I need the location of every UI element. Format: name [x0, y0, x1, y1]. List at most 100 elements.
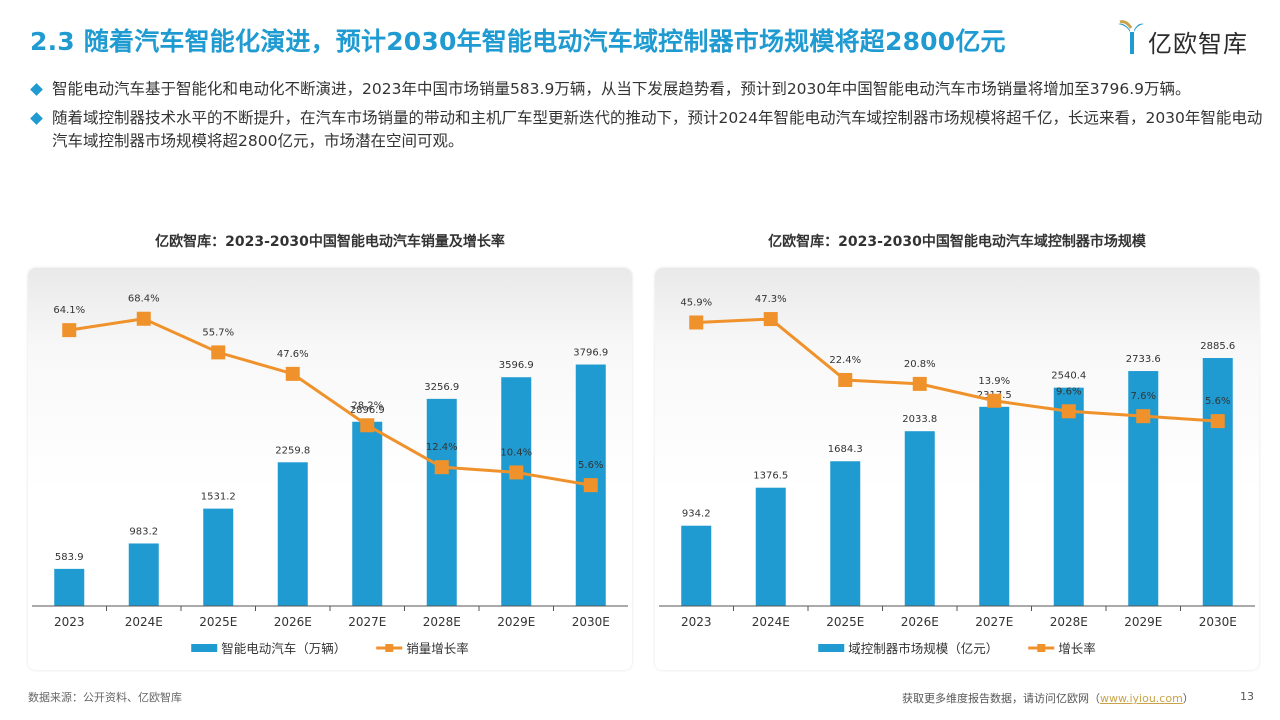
bar-value-label: 934.2	[682, 509, 711, 520]
chart-market-svg: 934.21376.51684.32033.82317.52540.42733.…	[659, 294, 1255, 656]
bar	[128, 543, 159, 606]
growth-rate-marker	[509, 465, 524, 480]
page-title: 2.3 随着汽车智能化演进，预计2030年智能电动汽车域控制器市场规模将超280…	[30, 27, 1006, 56]
bar-value-label: 3796.9	[573, 348, 608, 359]
page-number: 13	[1240, 690, 1254, 703]
growth-rate-label: 5.6%	[578, 460, 603, 471]
growth-rate-marker	[912, 376, 927, 391]
growth-rate-label: 47.3%	[755, 294, 787, 305]
growth-rate-marker	[62, 323, 77, 338]
growth-rate-label: 12.4%	[426, 442, 458, 453]
summary-bullets: 智能电动汽车基于智能化和电动化不断演进，2023年中国市场销量583.9万辆，从…	[28, 78, 1264, 159]
bar-value-label: 2033.8	[902, 414, 937, 425]
growth-rate-marker	[1061, 404, 1076, 419]
growth-rate-line	[69, 317, 592, 487]
growth-rate-marker	[987, 393, 1002, 408]
bar-value-label: 2896.9	[350, 405, 385, 416]
growth-rate-marker	[763, 312, 778, 327]
x-tick-label: 2024E	[752, 615, 790, 629]
bullet-text: 智能电动汽车基于智能化和电动化不断演进，2023年中国市场销量583.9万辆，从…	[52, 80, 1191, 98]
x-tick-label: 2028E	[423, 615, 461, 629]
growth-rate-marker	[360, 418, 375, 433]
bar	[277, 462, 308, 606]
growth-rate-label: 10.4%	[500, 447, 532, 458]
growth-rate-label: 5.6%	[1205, 396, 1230, 407]
bar	[1053, 387, 1084, 606]
growth-rate-marker	[211, 345, 226, 360]
growth-rate-marker	[136, 311, 151, 326]
diamond-bullet-icon	[30, 112, 43, 125]
legend-bar-label: 智能电动汽车（万辆）	[221, 641, 346, 656]
bar	[979, 406, 1010, 606]
growth-rate-marker	[583, 478, 598, 493]
bar-value-label: 3596.9	[499, 360, 534, 371]
x-tick-label: 2025E	[199, 615, 237, 629]
bar-value-label: 1684.3	[828, 444, 863, 455]
company-logo: 亿欧智库	[1116, 18, 1256, 58]
x-tick-label: 2023	[54, 615, 85, 629]
growth-rate-marker	[285, 366, 300, 381]
bar	[1202, 357, 1233, 606]
legend-bar-swatch	[818, 644, 845, 652]
legend-line-label: 销量增长率	[406, 641, 469, 656]
bar	[203, 508, 234, 606]
growth-rate-label: 20.8%	[904, 359, 936, 370]
x-tick-label: 2025E	[826, 615, 864, 629]
legend-line-label: 增长率	[1058, 641, 1096, 656]
bar	[755, 487, 786, 606]
bar	[352, 421, 383, 606]
bar	[54, 568, 85, 606]
footer-note: 获取更多维度报告数据，请访问亿欧网（www.iyiou.com）	[902, 690, 1194, 706]
x-tick-label: 2027E	[348, 615, 386, 629]
x-tick-label: 2030E	[572, 615, 610, 629]
growth-rate-label: 7.6%	[1131, 391, 1156, 402]
growth-rate-label: 45.9%	[680, 297, 712, 308]
bullet-text: 随着域控制器技术水平的不断提升，在汽车市场销量的带动和主机厂车型更新迭代的推动下…	[52, 109, 1263, 150]
growth-rate-line	[696, 317, 1218, 423]
growth-rate-marker	[689, 315, 704, 330]
bar-value-label: 583.9	[55, 552, 84, 563]
growth-rate-label: 9.6%	[1056, 386, 1081, 397]
bar-value-label: 1376.5	[753, 471, 788, 482]
growth-rate-label: 68.4%	[128, 294, 160, 305]
bar-value-label: 2885.6	[1200, 341, 1235, 352]
growth-rate-marker	[1210, 414, 1225, 429]
x-tick-label: 2029E	[1124, 615, 1162, 629]
growth-rate-marker	[434, 460, 449, 475]
bar	[426, 398, 457, 606]
legend-bar-label: 域控制器市场规模（亿元）	[848, 641, 998, 656]
website-link[interactable]: www.iyiou.com	[1100, 692, 1183, 705]
bar-value-label: 2259.8	[275, 445, 310, 456]
bar-value-label: 3256.9	[424, 382, 459, 393]
x-tick-label: 2026E	[274, 615, 312, 629]
bar	[1128, 371, 1159, 606]
x-tick-label: 2024E	[125, 615, 163, 629]
bar-value-label: 1531.2	[201, 492, 236, 503]
legend-line-marker	[385, 644, 394, 652]
bar-value-label: 2733.6	[1126, 354, 1161, 365]
x-tick-label: 2028E	[1050, 615, 1088, 629]
growth-rate-marker	[1136, 409, 1151, 424]
logo-mark-icon	[1118, 20, 1144, 54]
legend-line-marker	[1037, 644, 1046, 652]
chart-title-market: 亿欧智库：2023-2030中国智能电动汽车域控制器市场规模	[768, 234, 1146, 250]
bar	[501, 377, 532, 606]
growth-rate-marker	[838, 372, 853, 387]
footer-prefix: 获取更多维度报告数据，请访问亿欧网（	[902, 692, 1100, 705]
x-tick-label: 2030E	[1199, 615, 1237, 629]
legend-bar-swatch	[191, 644, 218, 652]
bar-value-label: 983.2	[129, 526, 158, 537]
bar	[830, 461, 861, 606]
footer-suffix: ）	[1182, 692, 1194, 705]
x-tick-label: 2026E	[901, 615, 939, 629]
growth-rate-label: 22.4%	[829, 355, 861, 366]
summary-bullet: 随着域控制器技术水平的不断提升，在汽车市场销量的带动和主机厂车型更新迭代的推动下…	[28, 107, 1264, 153]
growth-rate-label: 47.6%	[277, 349, 309, 360]
chart-panel-market: 934.21376.51684.32033.82317.52540.42733.…	[655, 268, 1259, 670]
x-tick-label: 2023	[681, 615, 712, 629]
bar	[904, 431, 935, 606]
growth-rate-label: 28.2%	[351, 400, 383, 411]
data-source: 数据来源：公开资料、亿欧智库	[28, 691, 182, 704]
chart-sales-svg: 583.9 983.2 1531.2 2259.8 2896.9 3256.9 3596.9…	[32, 294, 628, 656]
bar-value-label: 2540.4	[1051, 371, 1086, 382]
